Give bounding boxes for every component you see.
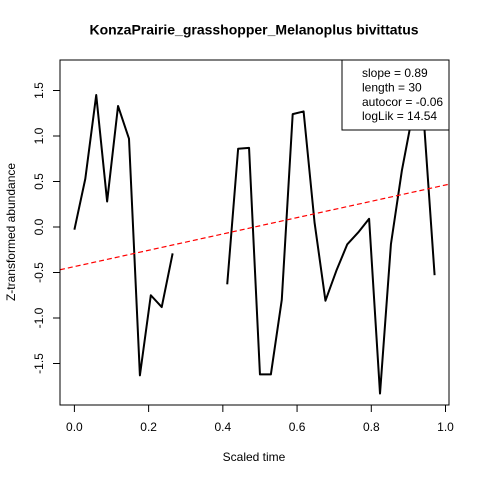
chart-title: KonzaPrairie_grasshopper_Melanoplus bivi… bbox=[89, 22, 418, 38]
y-tick-label: -1.5 bbox=[32, 353, 46, 374]
y-tick-label: 0.5 bbox=[32, 173, 46, 190]
legend-box bbox=[341, 59, 450, 131]
y-tick-label: -1.0 bbox=[32, 307, 46, 328]
y-tick-label: 0.0 bbox=[32, 218, 46, 235]
data-line bbox=[73, 94, 436, 395]
x-axis-label: Scaled time bbox=[223, 450, 286, 464]
y-tick-label: 1.5 bbox=[32, 82, 46, 99]
y-tick-label: -0.5 bbox=[32, 262, 46, 283]
legend-entry: length = 30 bbox=[362, 80, 422, 94]
x-tick-label: 0.0 bbox=[66, 420, 83, 434]
legend-entry: slope = 0.89 bbox=[362, 66, 428, 80]
x-tick-label: 0.6 bbox=[289, 420, 306, 434]
x-tick-label: 0.2 bbox=[140, 420, 157, 434]
legend-entry: logLik = 14.54 bbox=[362, 109, 437, 123]
legend-entry: autocor = -0.06 bbox=[362, 95, 443, 109]
y-tick-label: 1.0 bbox=[32, 127, 46, 144]
x-tick-label: 0.4 bbox=[215, 420, 232, 434]
plot-frame bbox=[59, 59, 450, 406]
trend-line bbox=[59, 183, 450, 271]
x-tick-label: 1.0 bbox=[437, 420, 454, 434]
x-tick-label: 0.8 bbox=[363, 420, 380, 434]
y-axis-label: Z-transformed abundance bbox=[4, 163, 18, 301]
